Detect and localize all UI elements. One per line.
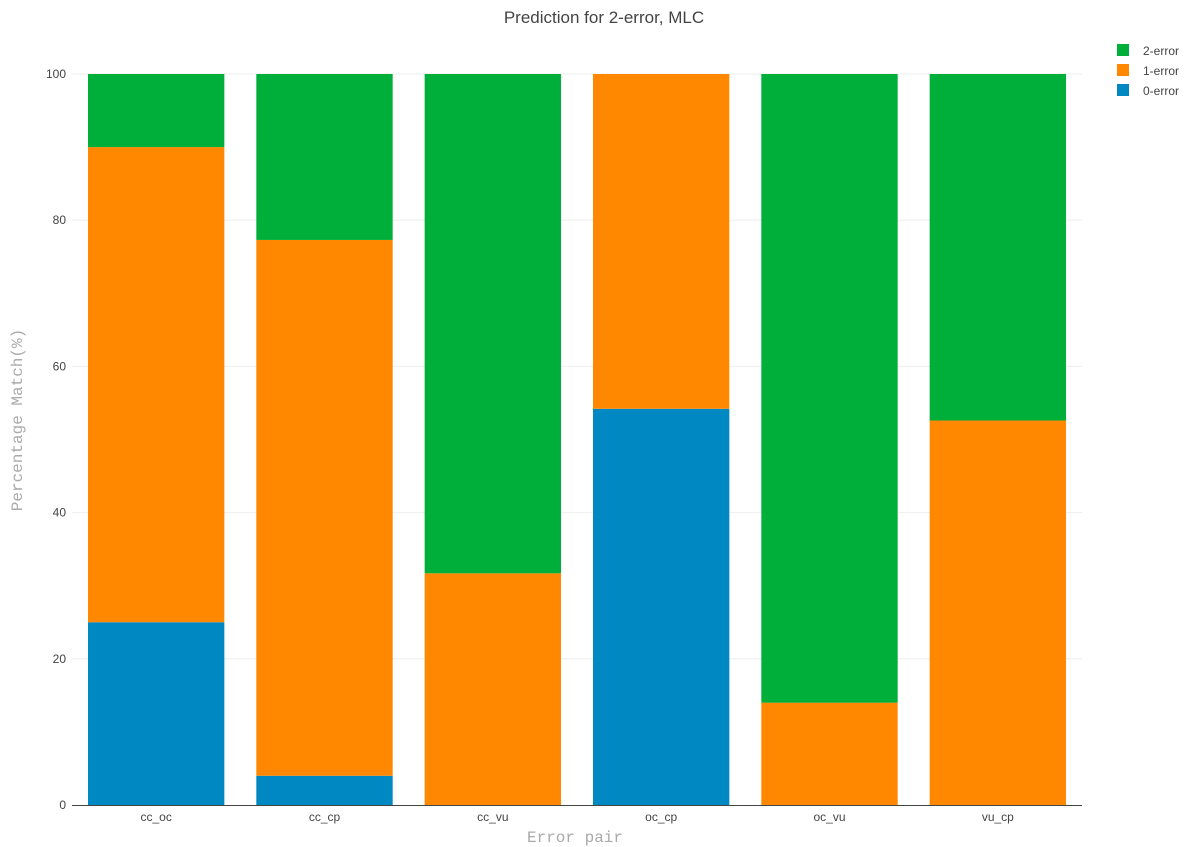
bar-vu_cp-1-error[interactable] — [929, 420, 1067, 805]
x-tick-label: cc_oc — [140, 810, 171, 824]
x-tick-label: cc_cp — [309, 810, 341, 824]
bar-cc_cp-1-error[interactable] — [256, 239, 393, 776]
bar-cc_cp-0-error[interactable] — [256, 775, 393, 805]
y-tick-label: 80 — [53, 213, 67, 227]
bar-cc_oc-0-error[interactable] — [87, 622, 225, 805]
x-axis-title: Error pair — [527, 829, 623, 847]
x-tick-label: oc_cp — [645, 810, 677, 824]
legend-swatch-1-error[interactable] — [1117, 64, 1129, 76]
legend-swatch-2-error[interactable] — [1117, 44, 1129, 56]
bar-oc_vu-1-error[interactable] — [761, 702, 898, 805]
legend-label-1-error[interactable]: 1-error — [1143, 64, 1179, 78]
bar-oc_vu-2-error[interactable] — [761, 74, 898, 703]
bar-oc_cp-0-error[interactable] — [592, 408, 730, 805]
bars-group — [87, 74, 1067, 805]
legend[interactable]: 2-error 1-error 0-error — [1117, 44, 1179, 98]
legend-swatch-0-error[interactable] — [1117, 84, 1129, 96]
x-tick-label: vu_cp — [982, 810, 1014, 824]
legend-label-0-error[interactable]: 0-error — [1143, 84, 1179, 98]
y-tick-label: 0 — [59, 798, 66, 812]
bar-cc_oc-2-error[interactable] — [87, 74, 225, 148]
bar-cc_oc-1-error[interactable] — [87, 147, 225, 623]
x-tick-label: oc_vu — [813, 810, 845, 824]
bar-oc_cp-1-error[interactable] — [592, 74, 730, 409]
y-tick-label: 60 — [53, 359, 67, 373]
x-tick-label: cc_vu — [477, 810, 508, 824]
gridlines — [72, 73, 1082, 660]
bar-cc_vu-2-error[interactable] — [424, 74, 562, 574]
bar-cc_vu-1-error[interactable] — [424, 573, 562, 805]
chart-title: Prediction for 2-error, MLC — [504, 8, 704, 27]
y-axis-title: Percentage Match(%) — [9, 329, 27, 511]
bar-cc_cp-2-error[interactable] — [256, 74, 393, 240]
bar-vu_cp-2-error[interactable] — [929, 74, 1067, 421]
y-tick-label: 20 — [53, 652, 67, 666]
y-tick-label: 100 — [46, 67, 66, 81]
y-axis-ticks: 0 20 40 60 80 100 — [46, 67, 66, 812]
x-axis-ticks: cc_oc cc_cp cc_vu oc_cp oc_vu vu_cp — [140, 810, 1014, 824]
y-tick-label: 40 — [53, 506, 67, 520]
legend-label-2-error[interactable]: 2-error — [1143, 44, 1179, 58]
